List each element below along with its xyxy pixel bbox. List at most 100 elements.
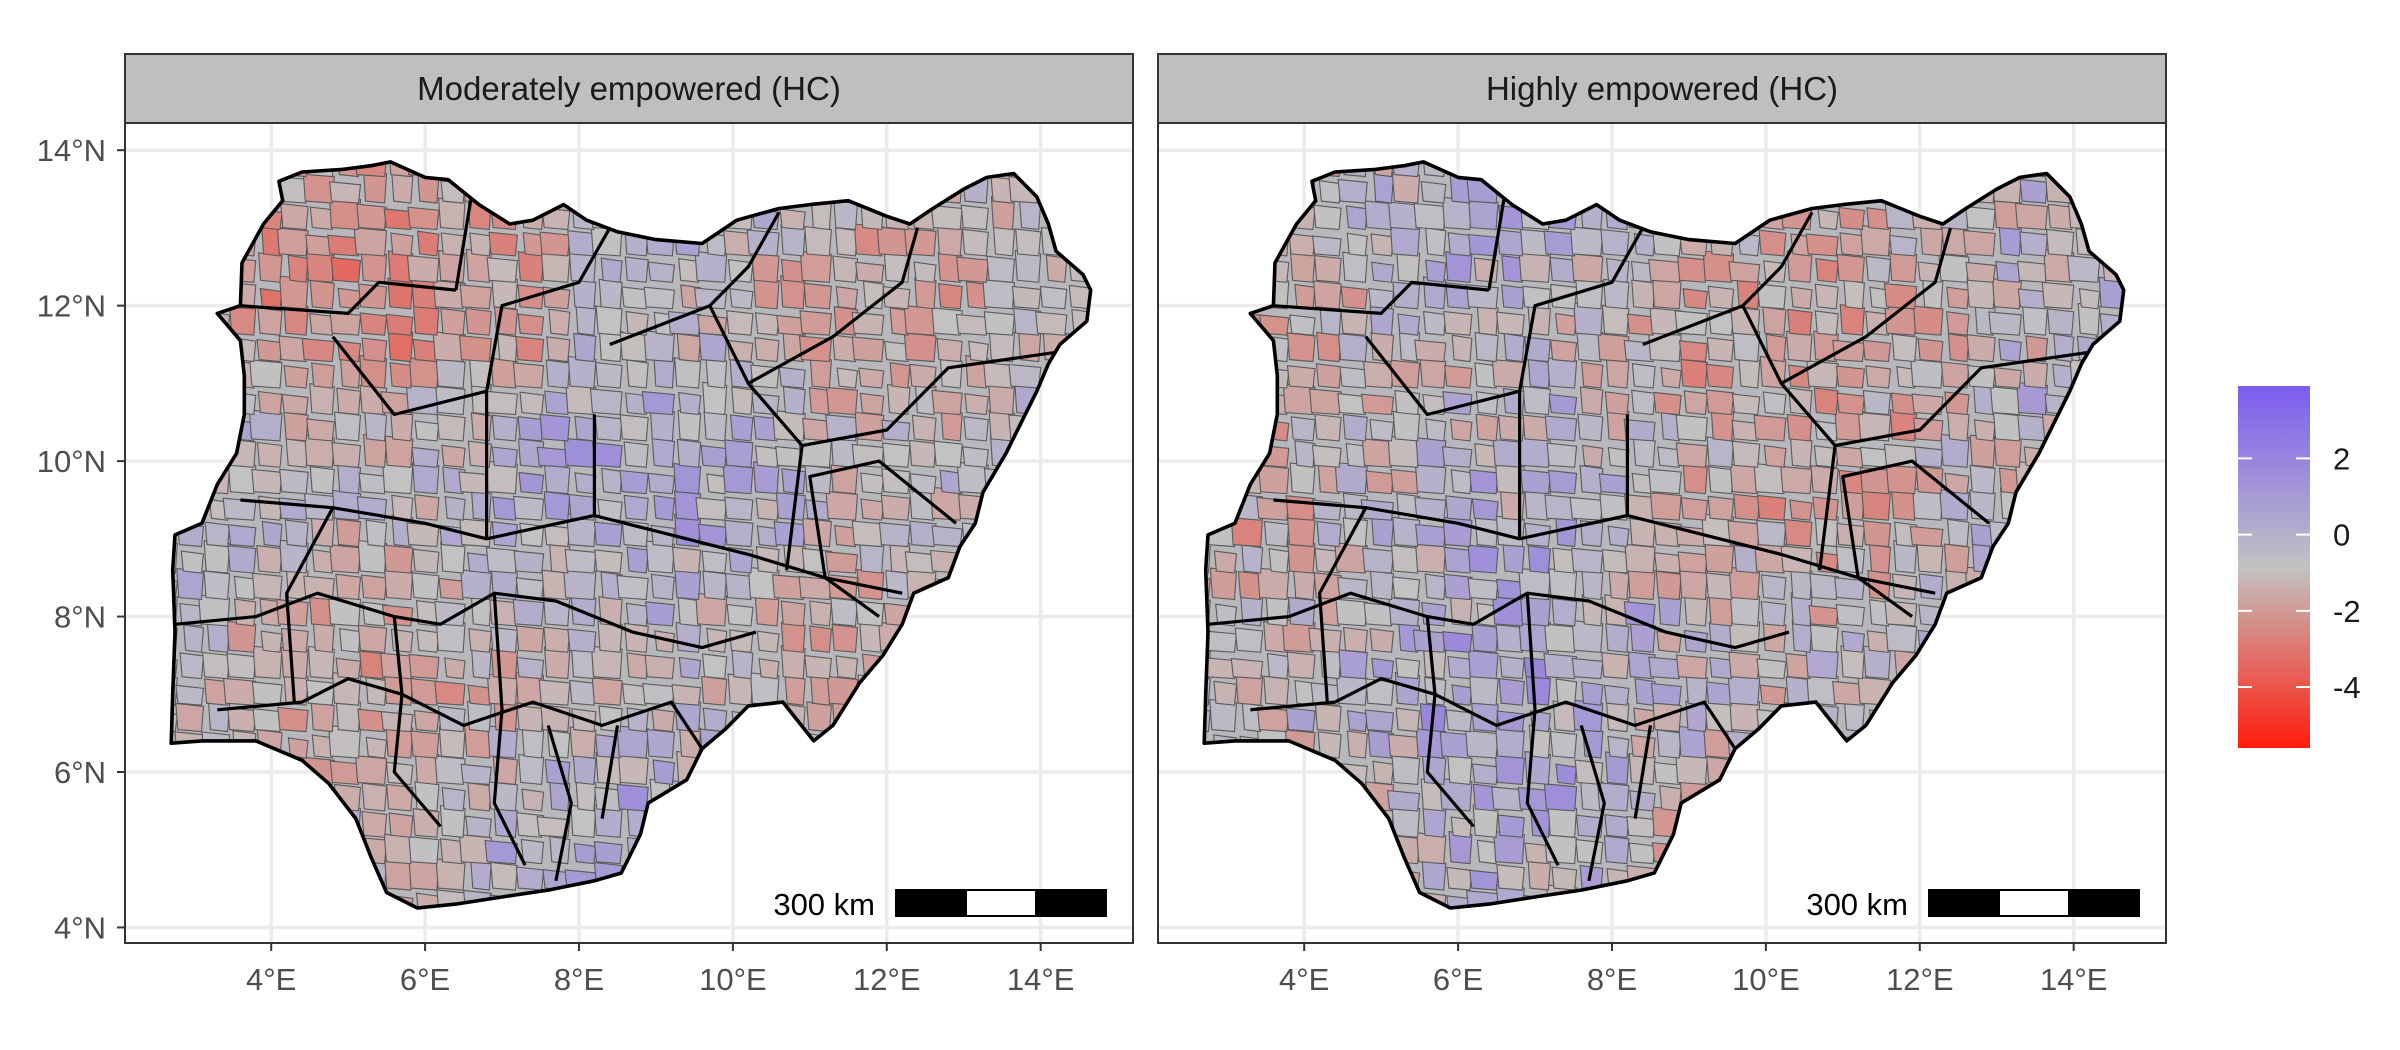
lga-polygon	[338, 628, 362, 653]
lga-polygon	[1422, 393, 1447, 416]
lga-polygon	[1342, 626, 1368, 653]
lga-polygon	[695, 497, 728, 521]
lga-polygon	[1495, 578, 1525, 601]
lga-polygon	[1810, 465, 1839, 495]
lga-polygon	[515, 625, 545, 653]
lga-polygon	[517, 438, 545, 468]
lga-polygon	[1604, 391, 1630, 416]
lga-polygon	[1369, 418, 1395, 442]
lga-polygon	[517, 416, 545, 442]
lga-polygon	[1601, 304, 1630, 336]
lga-polygon	[2078, 288, 2101, 310]
lga-polygon	[825, 386, 859, 416]
lga-polygon	[1888, 234, 1918, 257]
lga-polygon	[1294, 440, 1316, 468]
lga-polygon	[722, 464, 754, 495]
lga-polygon	[623, 494, 649, 521]
lga-polygon	[1522, 385, 1551, 416]
legend-tick-label: -2	[2333, 594, 2361, 629]
lga-polygon	[882, 285, 911, 310]
lga-polygon	[1471, 498, 1499, 521]
lga-polygon	[522, 231, 545, 257]
lga-polygon	[330, 256, 362, 283]
lga-polygon	[1912, 305, 1944, 336]
lga-polygon	[1361, 438, 1395, 468]
lga-polygon	[878, 521, 911, 548]
lga-polygon	[1441, 446, 1473, 468]
lga-polygon	[1581, 361, 1604, 389]
lga-polygon	[287, 737, 309, 759]
lga-polygon	[1314, 703, 1342, 733]
lga-polygon	[1234, 627, 1264, 653]
lga-polygon	[798, 575, 833, 601]
lga-polygon	[519, 391, 545, 416]
lga-polygon	[441, 444, 466, 468]
lga-polygon	[460, 763, 492, 785]
lga-polygon	[1608, 570, 1630, 601]
lga-polygon	[598, 278, 623, 310]
lga-polygon	[1263, 675, 1290, 706]
lga-polygon	[1677, 256, 1708, 283]
lga-polygon	[881, 468, 911, 495]
lga-polygon	[563, 437, 597, 468]
lga-polygon	[385, 313, 414, 336]
lga-polygon	[1475, 413, 1499, 442]
lga-polygon	[1943, 543, 1970, 574]
state-boundary	[1579, 724, 1606, 882]
lga-polygon	[2025, 335, 2049, 363]
lga-polygon	[1817, 208, 1839, 231]
lga-polygon	[1442, 631, 1473, 653]
lga-polygon	[1502, 543, 1525, 574]
lga-polygon	[1372, 760, 1395, 786]
lga-polygon	[831, 623, 859, 653]
lga-polygon	[621, 683, 649, 706]
lga-polygon	[1650, 682, 1682, 706]
lga-polygon	[589, 388, 623, 416]
lga-polygon	[1339, 366, 1368, 389]
lga-polygon	[1631, 363, 1656, 389]
lat-tick-label: 6°N	[54, 755, 106, 790]
lga-polygon	[780, 258, 806, 283]
lga-polygon	[621, 286, 649, 310]
lga-polygon	[1476, 304, 1499, 336]
lga-polygon	[1915, 465, 1944, 495]
lga-polygon	[470, 860, 492, 891]
lga-polygon	[1727, 674, 1761, 706]
lga-polygon	[1414, 339, 1447, 363]
lga-polygon	[492, 496, 519, 521]
lga-polygon	[1451, 334, 1473, 363]
lga-polygon	[1728, 651, 1761, 680]
lga-polygon	[1390, 468, 1421, 495]
lga-polygon	[1680, 358, 1708, 389]
lga-polygon	[1011, 285, 1042, 310]
lga-polygon	[600, 257, 623, 283]
lga-polygon	[702, 707, 728, 733]
lga-polygon	[1503, 332, 1525, 363]
lga-polygon	[881, 442, 911, 468]
scale-bar-segment	[1035, 889, 1107, 917]
lga-polygon	[175, 684, 205, 706]
lga-polygon	[830, 597, 859, 627]
lga-polygon	[860, 472, 885, 495]
lga-polygon	[335, 518, 362, 548]
scale-bar: 300 km	[1806, 887, 2140, 922]
lga-polygon	[440, 307, 466, 336]
lga-polygon	[1597, 333, 1630, 363]
lga-polygon	[568, 493, 597, 521]
state-boundary	[708, 227, 920, 385]
lga-polygon	[1445, 495, 1473, 521]
lga-polygon	[357, 708, 388, 733]
lga-polygon	[1522, 414, 1551, 442]
lga-polygon	[724, 572, 754, 601]
lga-polygon	[909, 520, 937, 548]
lga-polygon	[1758, 229, 1787, 257]
lga-polygon	[1414, 523, 1447, 548]
lga-polygon	[1213, 680, 1238, 706]
lga-polygon	[1395, 707, 1421, 733]
lon-tick-label: 12°E	[853, 962, 921, 997]
lga-polygon	[335, 657, 362, 680]
lga-polygon	[439, 838, 466, 865]
lga-polygon	[825, 414, 859, 442]
lga-polygon	[939, 469, 963, 495]
lga-polygon	[332, 489, 362, 521]
